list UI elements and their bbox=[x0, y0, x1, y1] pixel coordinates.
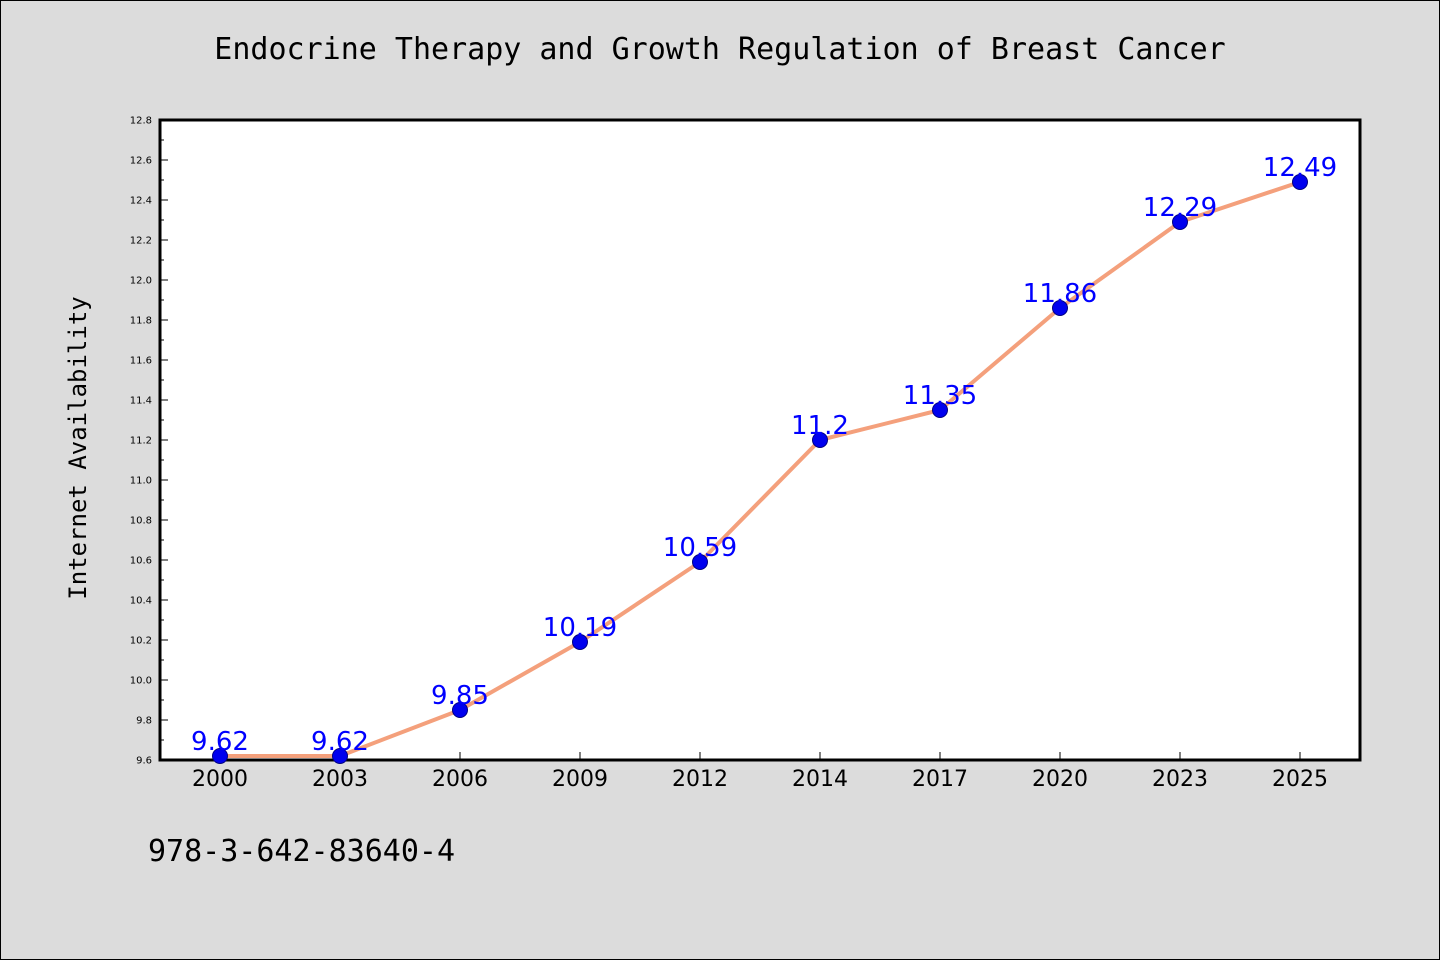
data-point bbox=[692, 554, 708, 570]
series-line-group bbox=[212, 174, 1308, 764]
data-point bbox=[212, 748, 228, 764]
data-point bbox=[1172, 214, 1188, 230]
y-tick-label: 11.6 bbox=[130, 356, 152, 367]
plot-area bbox=[158, 118, 1362, 762]
data-label: 9.62 bbox=[191, 727, 249, 757]
data-label: 9.62 bbox=[311, 727, 369, 757]
data-point bbox=[332, 748, 348, 764]
y-tick-label: 10.0 bbox=[130, 676, 152, 687]
y-tick-label: 10.2 bbox=[130, 636, 152, 647]
x-axis: 2000 2003 2006 2009 2012 2014 2017 2020 2023 2025 bbox=[192, 752, 1328, 792]
y-tick-label: 11.8 bbox=[130, 316, 152, 327]
data-point bbox=[812, 432, 828, 448]
data-label: 10.19 bbox=[543, 613, 617, 643]
y-axis: 9.6 9.8 10.0 10.2 10.4 10.6 10.8 11.0 11.2 11.4 11… bbox=[130, 116, 168, 767]
x-tick-label: 2020 bbox=[1032, 767, 1088, 792]
data-label: 10.59 bbox=[663, 533, 737, 563]
data-point bbox=[932, 402, 948, 418]
y-tick-label: 10.6 bbox=[130, 556, 152, 567]
y-tick-label: 12.6 bbox=[130, 156, 152, 167]
data-label: 11.86 bbox=[1023, 279, 1097, 309]
data-label-group: 9.62 9.62 9.85 10.19 10.59 11.2 11.35 11.86 12.2… bbox=[191, 153, 1337, 757]
x-tick-label: 2012 bbox=[672, 767, 728, 792]
x-tick-label: 2014 bbox=[792, 767, 848, 792]
x-tick-label: 2025 bbox=[1272, 767, 1328, 792]
y-tick-label: 11.4 bbox=[130, 396, 152, 407]
data-point bbox=[1052, 300, 1068, 316]
y-tick-label: 9.6 bbox=[136, 756, 152, 767]
chart-title: Endocrine Therapy and Growth Regulation … bbox=[214, 32, 1226, 67]
y-tick-label: 12.2 bbox=[130, 236, 152, 247]
y-tick-label: 12.0 bbox=[130, 276, 152, 287]
data-point bbox=[1292, 174, 1308, 190]
y-tick-label: 10.4 bbox=[130, 596, 152, 607]
x-tick-label: 2003 bbox=[312, 767, 368, 792]
y-tick-label: 12.8 bbox=[130, 116, 152, 127]
y-tick-label: 9.8 bbox=[136, 716, 152, 727]
data-label: 12.29 bbox=[1143, 193, 1217, 223]
y-tick-label: 11.0 bbox=[130, 476, 152, 487]
data-label: 11.35 bbox=[903, 381, 977, 411]
data-label: 9.85 bbox=[431, 681, 489, 711]
y-tick-label: 11.2 bbox=[130, 436, 152, 447]
y-tick-label: 12.4 bbox=[130, 196, 152, 207]
y-tick-label: 10.8 bbox=[130, 516, 152, 527]
x-tick-label: 2023 bbox=[1152, 767, 1208, 792]
x-tick-label: 2000 bbox=[192, 767, 248, 792]
data-point bbox=[572, 634, 588, 650]
x-tick-label: 2009 bbox=[552, 767, 608, 792]
series-line bbox=[220, 180, 1301, 758]
x-tick-label: 2006 bbox=[432, 767, 488, 792]
x-tick-label: 2017 bbox=[912, 767, 968, 792]
isbn-text: 978-3-642-83640-4 bbox=[148, 834, 456, 869]
data-label: 12.49 bbox=[1263, 153, 1337, 183]
data-point bbox=[452, 702, 468, 718]
data-label: 11.2 bbox=[791, 411, 849, 441]
